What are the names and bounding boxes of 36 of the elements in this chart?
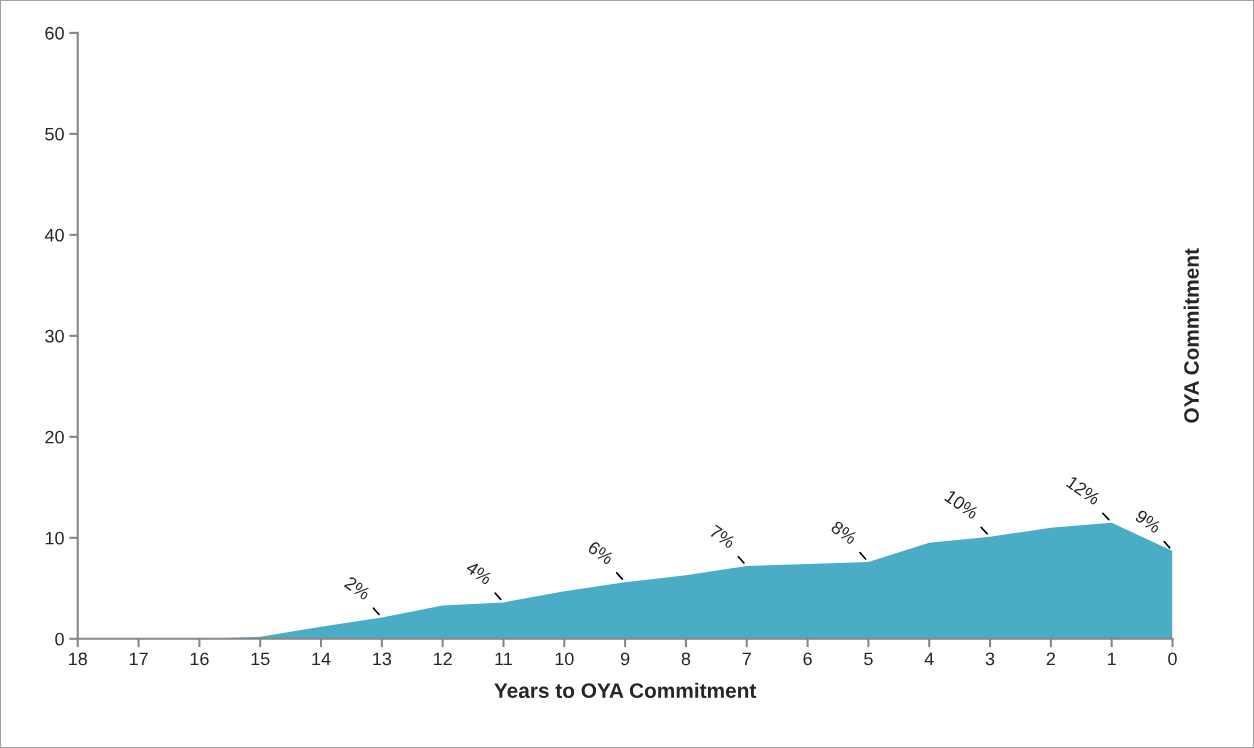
x-tick-label: 17 [129,652,148,666]
y-tick-label: 40 [44,228,64,242]
annotation: 12% [1065,475,1102,506]
x-tick-label: 9 [620,652,630,666]
annotation: 8% [830,520,858,545]
x-tick-label: 4 [924,652,934,666]
x-tick-label: 8 [681,652,691,666]
annotation: 4% [465,560,493,586]
y-tick-label: 50 [45,127,64,141]
y-tick-label: 10 [45,531,64,545]
x-tick-label: 1 [1108,652,1116,666]
x-tick-label: 18 [69,652,88,666]
x-tick-label: 13 [373,652,392,666]
annotation: 10% [944,489,980,520]
x-tick-label: 12 [434,652,452,666]
x-tick-label: 0 [1168,652,1177,666]
x-tick-label: 16 [190,652,209,666]
x-tick-label: 6 [803,652,812,666]
annotation: 2% [343,575,372,601]
x-axis-title: Years to OYA Commitment [494,682,757,699]
y-tick-label: 20 [45,430,64,444]
x-tick-label: 11 [495,652,512,666]
y-axis-title: OYA Commitment [1183,248,1199,423]
y-tick-label: 0 [55,632,64,646]
x-tick-label: 14 [312,652,331,666]
x-tick-label: 2 [1046,652,1055,666]
x-tick-label: 7 [742,652,751,666]
y-tick-label: 60 [45,26,64,40]
y-tick-label: 30 [45,329,64,343]
x-tick-label: 3 [985,652,995,666]
x-tick-label: 15 [251,652,270,666]
annotation: 6% [587,540,615,566]
x-tick-label: 10 [555,652,574,666]
annotation: 9% [1134,509,1162,534]
x-tick-label: 5 [864,652,873,666]
annotation: 7% [708,524,737,549]
